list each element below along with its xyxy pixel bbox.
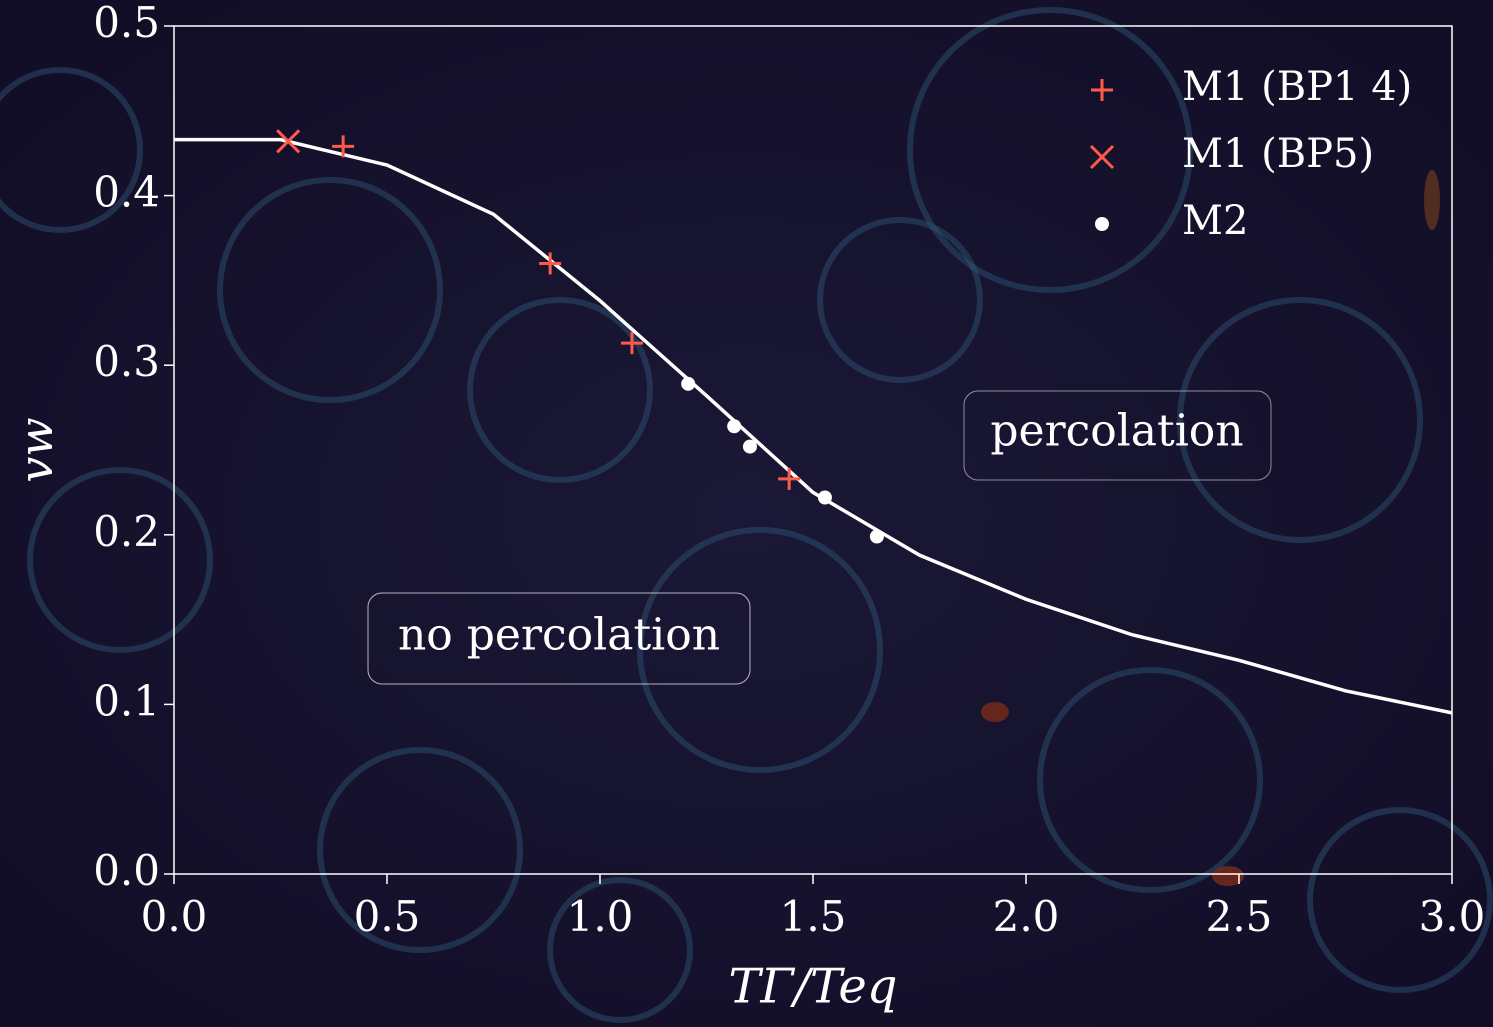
data-point	[817, 490, 832, 505]
annotation-box	[963, 390, 1272, 481]
data-point	[742, 439, 757, 454]
y-tick-label: 0.5	[93, 0, 160, 47]
legend-marker	[1095, 217, 1109, 231]
x-axis-label: TΓ/Teq	[729, 959, 898, 1015]
background-texture	[0, 7, 1493, 1023]
data-point	[681, 376, 696, 391]
x-tick-label: 0.5	[354, 892, 421, 941]
y-axis-label: vw	[9, 417, 63, 482]
x-tick-label: 1.5	[780, 892, 847, 941]
data-point	[539, 252, 562, 275]
legend-label: M2	[1182, 198, 1248, 244]
legend-marker	[1089, 144, 1115, 170]
data-point	[727, 419, 742, 434]
x-tick-label: 2.0	[993, 892, 1060, 941]
data-point	[332, 135, 355, 158]
fit-curve	[174, 137, 1453, 715]
data-point	[620, 332, 643, 355]
x-tick-label: 0.0	[141, 892, 208, 941]
annotation: percolation	[990, 406, 1243, 457]
legend-marker	[1091, 79, 1113, 101]
legend-label: M1 (BP1 4)	[1182, 64, 1412, 110]
data-point	[276, 129, 301, 154]
x-tick-label: 3.0	[1419, 892, 1486, 941]
y-tick-label: 0.0	[93, 846, 160, 895]
legend-label: M1 (BP5)	[1182, 131, 1374, 177]
x-tick-label: 2.5	[1206, 892, 1273, 941]
y-tick-label: 0.2	[93, 507, 160, 556]
y-tick-label: 0.3	[93, 337, 160, 386]
annotation: no percolation	[398, 610, 720, 661]
x-tick-label: 1.0	[567, 892, 634, 941]
y-tick-label: 0.1	[93, 676, 160, 725]
y-tick-label: 0.4	[93, 168, 160, 217]
hotspots	[981, 170, 1440, 886]
data-point	[778, 467, 801, 490]
data-point	[869, 529, 884, 544]
annotation-box	[367, 592, 751, 685]
